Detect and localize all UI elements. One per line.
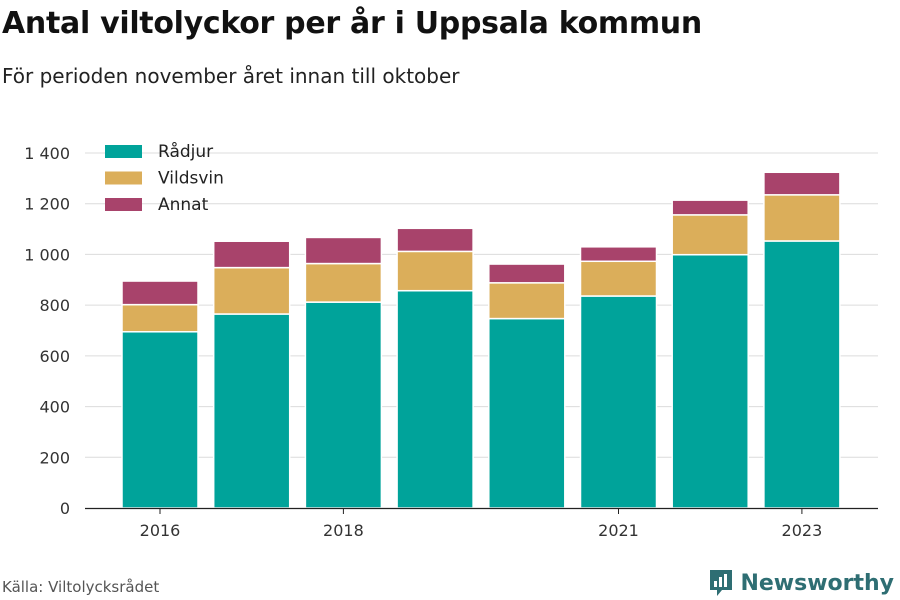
stacked-bar-chart: 0 200 400 600 800 1 000 1 200 1 400 2016 2018 202… (24, 141, 878, 540)
bar-vildsvin-2016 (121, 303, 199, 333)
bar-annat-2017 (212, 240, 291, 269)
bar-annat-2018 (304, 236, 383, 265)
y-tick-label: 600 (39, 347, 70, 366)
y-tick-label: 1 000 (24, 245, 70, 264)
x-tick-label: 2023 (782, 521, 823, 540)
y-tick-label: 1 200 (24, 195, 70, 214)
y-tick-label: 0 (60, 499, 70, 518)
bar-annat-2022 (671, 199, 749, 216)
bar-annat-2016 (121, 280, 199, 306)
bar-vildsvin-2019 (396, 250, 474, 292)
bar-vildsvin-2021 (579, 260, 658, 297)
legend: Rådjur Vildsvin Annat (105, 141, 224, 215)
y-tick-label: 200 (39, 448, 70, 467)
bar-annat-2021 (579, 246, 658, 263)
chart-title: Antal viltolyckor per år i Uppsala kommu… (2, 6, 702, 41)
bar-rdjur-2020 (488, 317, 566, 509)
legend-label: Rådjur (158, 141, 213, 162)
bar-rdjur-2017 (212, 313, 291, 509)
legend-label: Annat (158, 195, 209, 215)
bar-rdjur-2021 (579, 295, 658, 509)
legend-swatch (105, 198, 142, 211)
legend-swatch (105, 145, 142, 158)
bar-vildsvin-2023 (763, 194, 841, 242)
bar-rdjur-2022 (671, 253, 749, 509)
bar-annat-2019 (396, 227, 474, 253)
bar-vildsvin-2017 (212, 266, 291, 315)
brand: Newsworthy (708, 568, 894, 598)
bar-vildsvin-2018 (304, 262, 383, 303)
bar-annat-2023 (763, 171, 841, 196)
bar-rdjur-2019 (396, 289, 474, 509)
bars (121, 171, 841, 509)
bar-rdjur-2018 (304, 301, 383, 509)
y-tick-label: 800 (39, 296, 70, 315)
y-tick-label: 400 (39, 398, 70, 417)
bar-rdjur-2016 (121, 331, 199, 509)
brand-name: Newsworthy (740, 570, 894, 596)
legend-swatch (105, 171, 142, 185)
x-tick-label: 2021 (598, 521, 639, 540)
legend-label: Vildsvin (158, 169, 224, 189)
y-axis: 0 200 400 600 800 1 000 1 200 1 400 (24, 144, 70, 518)
bar-vildsvin-2020 (488, 282, 566, 320)
x-axis: 2016 2018 2021 2023 (85, 507, 878, 540)
chart-subtitle: För perioden november året innan till ok… (2, 64, 460, 88)
bar-rdjur-2023 (763, 240, 841, 509)
y-tick-label: 1 400 (24, 144, 70, 163)
bar-annat-2020 (488, 263, 566, 284)
x-tick-label: 2018 (323, 521, 364, 540)
x-tick-label: 2016 (140, 521, 181, 540)
newsworthy-logo-icon (710, 570, 733, 596)
source-note: Källa: Viltolycksrådet (2, 578, 160, 596)
bar-vildsvin-2022 (671, 214, 749, 256)
